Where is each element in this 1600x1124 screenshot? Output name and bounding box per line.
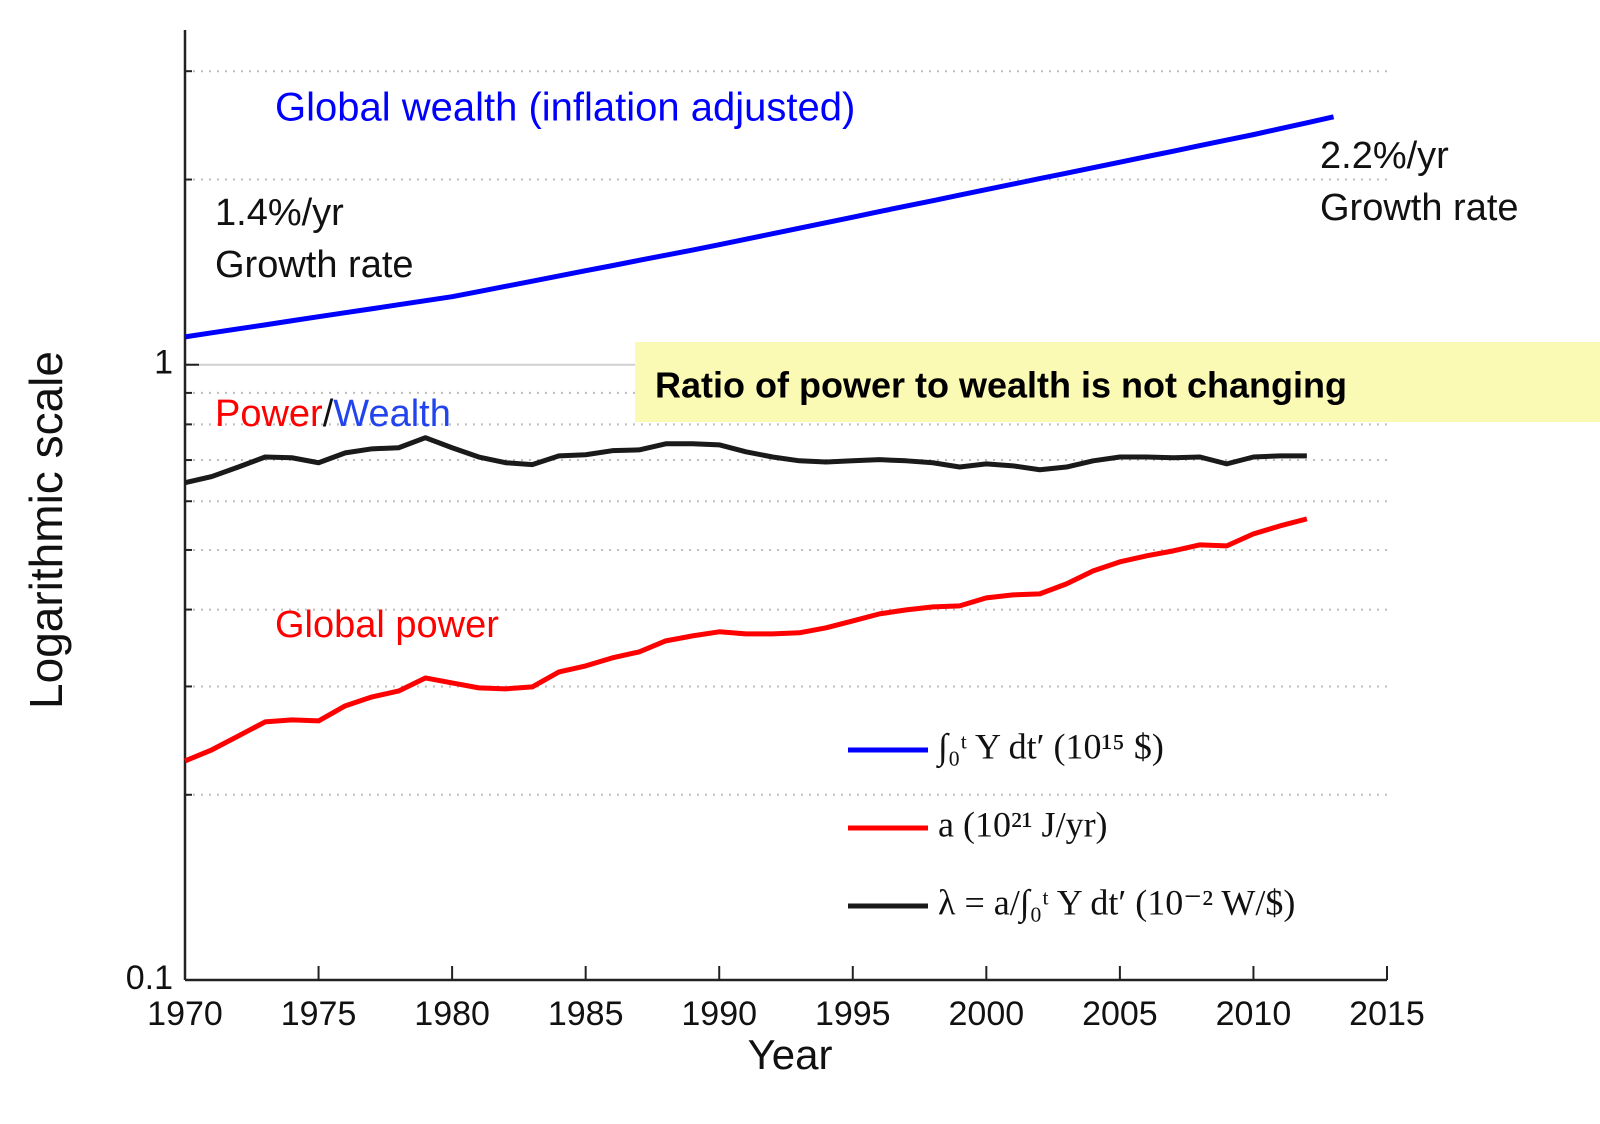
legend-label: λ = a/∫₀ᵗ Y dt′ (10⁻² W/$) [938,882,1295,924]
annotation: 2.2%/yr [1320,135,1449,177]
series-line [184,114,1335,340]
annotation-part: / [323,393,334,435]
highlight-box [635,342,1600,422]
y-tick-label: 0.1 [126,959,173,997]
x-tick-label: 2000 [949,995,1025,1033]
y-axis-label: Logarithmic scale [20,351,72,709]
annotation: Global wealth (inflation adjusted) [275,86,855,130]
annotation: Global power [275,604,499,646]
x-tick-label: 1995 [815,995,891,1033]
x-tick-label: 2010 [1216,995,1292,1033]
x-tick-label: 2015 [1349,995,1425,1033]
annotation-part: Wealth [333,393,451,435]
x-tick-label: 1990 [681,995,757,1033]
y-tick-label: 1 [154,344,173,382]
x-tick-label: 1975 [281,995,357,1033]
legend-label: ∫₀ᵗ Y dt′ (10¹⁵ $) [936,726,1164,768]
annotation: Growth rate [215,244,414,286]
series-line [184,516,1308,764]
x-tick-label: 1970 [147,995,223,1033]
annotation: Growth rate [1320,187,1519,229]
series-line [184,435,1307,486]
annotation-part: Power [215,393,323,435]
annotation: 1.4%/yr [215,192,344,234]
x-axis-label: Year [748,1031,833,1078]
x-tick-label: 1985 [548,995,624,1033]
legend-label: a (10²¹ J/yr) [938,804,1108,844]
annotation: Power/Wealth [215,393,451,435]
x-tick-label: 2005 [1082,995,1158,1033]
x-tick-label: 1980 [414,995,490,1033]
highlight-text: Ratio of power to wealth is not changing [655,365,1347,406]
